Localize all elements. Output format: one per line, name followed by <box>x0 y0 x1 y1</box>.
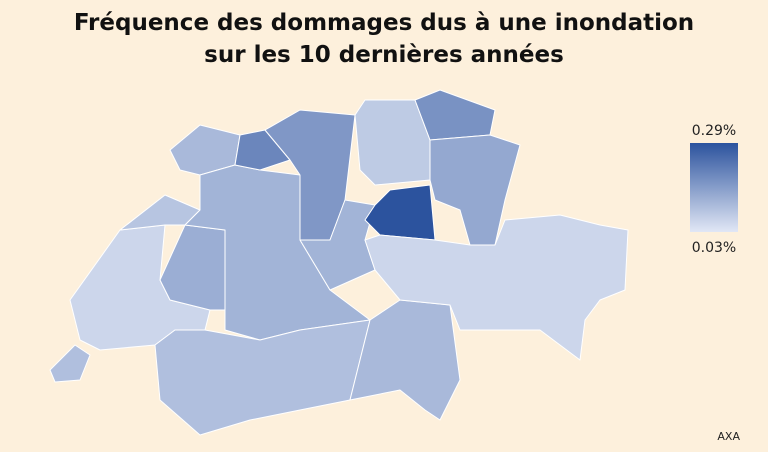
region <box>159 224 226 311</box>
region <box>364 214 629 361</box>
source: AXA <box>717 430 740 443</box>
legend-label: 0.29% <box>692 123 736 139</box>
region <box>414 89 496 141</box>
title-line: sur les 10 dernières années <box>204 42 564 68</box>
legend-label: 0.03% <box>692 240 736 256</box>
legend-gradient <box>690 143 738 232</box>
region <box>354 99 431 186</box>
region <box>364 184 436 241</box>
region <box>49 344 91 383</box>
title-line: Fréquence des dommages dus à une inondat… <box>74 10 694 36</box>
